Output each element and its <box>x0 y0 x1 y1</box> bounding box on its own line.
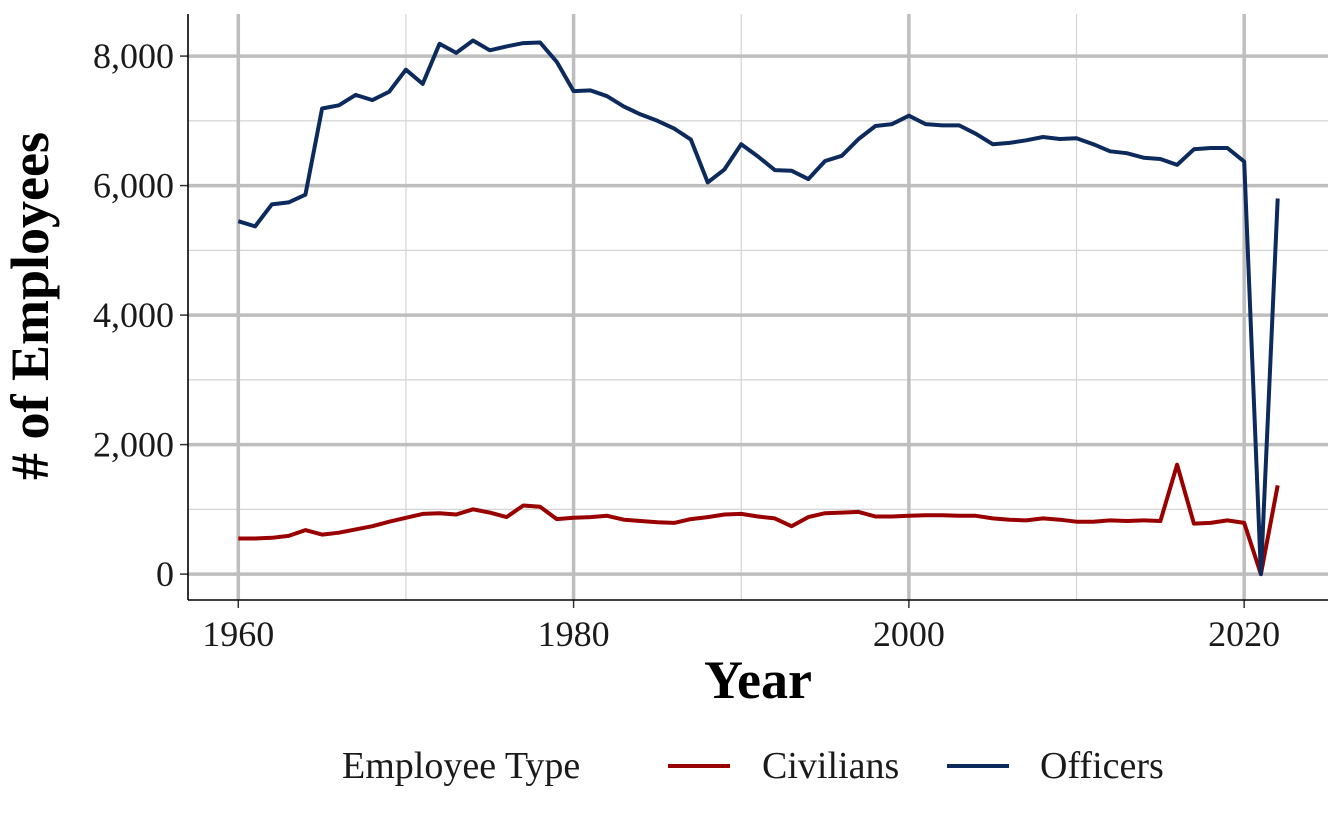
series-lines <box>237 38 1280 577</box>
y-axis-title: # of Employees <box>0 132 60 480</box>
series-line-officers <box>237 38 1280 577</box>
major-gridlines <box>188 14 1328 600</box>
x-axis-title: Year <box>704 650 812 710</box>
x-tick-labels: 1960 1980 2000 2020 <box>202 614 1280 654</box>
series-line-civilians <box>238 462 1280 577</box>
y-tick-label: 4,000 <box>93 295 174 335</box>
y-tick-label: 8,000 <box>93 36 174 76</box>
legend-label-civilians: Civilians <box>762 745 899 787</box>
x-tick-label: 1960 <box>202 614 274 654</box>
x-tick-label: 1980 <box>538 614 610 654</box>
x-tick-label: 2000 <box>873 614 945 654</box>
legend-items: Civilians Officers <box>668 745 1164 787</box>
y-tick-label: 6,000 <box>93 166 174 206</box>
legend: Employee Type Civilians Officers <box>342 745 1164 787</box>
legend-title: Employee Type <box>342 745 580 787</box>
x-tick-label: 2020 <box>1208 614 1280 654</box>
minor-gridlines <box>188 14 1328 600</box>
y-tick-label: 2,000 <box>93 425 174 465</box>
y-tick-label: 0 <box>156 554 174 594</box>
legend-label-officers: Officers <box>1040 745 1164 787</box>
y-tick-labels: 0 2,000 4,000 6,000 8,000 <box>93 36 174 594</box>
axes <box>180 14 1328 608</box>
